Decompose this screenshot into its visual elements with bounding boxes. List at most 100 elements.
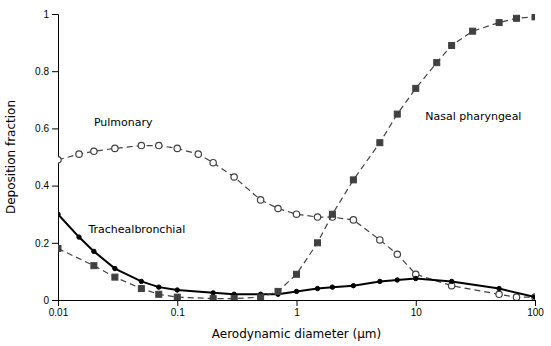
marker bbox=[174, 294, 180, 300]
annotation: Nasal pharyngeal bbox=[425, 110, 521, 123]
tick-label: 0.01 bbox=[49, 307, 69, 318]
marker bbox=[329, 211, 335, 217]
tick: 0.1 bbox=[171, 300, 185, 318]
tick-mark bbox=[52, 243, 58, 244]
marker bbox=[258, 294, 264, 300]
marker bbox=[351, 284, 355, 288]
marker bbox=[139, 279, 143, 283]
marker bbox=[76, 151, 82, 157]
marker bbox=[377, 237, 383, 243]
tick-mark bbox=[52, 300, 58, 301]
marker bbox=[449, 42, 455, 48]
y-axis-title: Deposition fraction bbox=[4, 100, 18, 214]
marker bbox=[210, 160, 216, 166]
annotation: Trachealbronchial bbox=[87, 223, 185, 236]
tick: 0.2 bbox=[35, 238, 58, 249]
marker bbox=[497, 286, 501, 290]
marks bbox=[58, 14, 535, 300]
marker bbox=[58, 212, 60, 216]
annotations: Pulmonary Trachealbronchial Nasal pharynge… bbox=[87, 110, 521, 236]
series-markers bbox=[58, 212, 535, 299]
marker bbox=[92, 249, 96, 253]
marker bbox=[210, 296, 216, 300]
marker bbox=[496, 291, 502, 297]
x-axis: 0.01 0.1 1 10 100 bbox=[49, 300, 545, 318]
tick-label: 0.8 bbox=[35, 66, 49, 77]
tick-mark bbox=[52, 14, 58, 15]
marker bbox=[211, 291, 215, 295]
marker bbox=[315, 286, 319, 290]
marker bbox=[156, 291, 162, 297]
tick-label: 0 bbox=[43, 295, 49, 306]
marker bbox=[112, 145, 118, 151]
chart: 0.01 0.1 1 10 100 0 0.2 0.4 0.6 0.8 1 Pulmonary Trac… bbox=[0, 0, 551, 346]
marker bbox=[138, 142, 144, 148]
marker bbox=[377, 140, 383, 146]
tick: 1 bbox=[294, 300, 300, 318]
x-axis-line bbox=[59, 301, 536, 307]
marker bbox=[314, 214, 320, 220]
marker bbox=[275, 288, 281, 294]
marker bbox=[350, 217, 356, 223]
marker bbox=[257, 197, 263, 203]
tick-label: 0.6 bbox=[35, 123, 49, 134]
annotation: Pulmonary bbox=[94, 116, 153, 129]
marker bbox=[231, 174, 237, 180]
marker bbox=[413, 85, 419, 91]
plot: 0.01 0.1 1 10 100 0 0.2 0.4 0.6 0.8 1 Pulmonary Trac… bbox=[35, 9, 544, 318]
tick: 0.01 bbox=[49, 300, 69, 318]
tick: 1 bbox=[43, 9, 58, 20]
marker bbox=[350, 177, 356, 183]
marker bbox=[156, 142, 162, 148]
tick-label: 1 bbox=[43, 9, 49, 20]
marker bbox=[496, 20, 502, 26]
marker bbox=[294, 271, 300, 277]
marker bbox=[112, 274, 118, 280]
x-axis-title: Aerodynamic diameter (μm) bbox=[212, 327, 381, 341]
tick-label: 10 bbox=[411, 307, 423, 318]
series-line bbox=[58, 146, 535, 298]
tick-label: 0.2 bbox=[35, 238, 49, 249]
marker bbox=[394, 251, 400, 257]
tick-mark bbox=[177, 300, 178, 306]
marker bbox=[174, 145, 180, 151]
tick-label: 1 bbox=[294, 307, 300, 318]
marker bbox=[294, 289, 298, 293]
marker bbox=[533, 295, 535, 299]
marker bbox=[77, 235, 81, 239]
tick-mark bbox=[416, 300, 417, 306]
marker bbox=[91, 263, 97, 269]
marker bbox=[157, 285, 161, 289]
tick-label: 100 bbox=[527, 307, 544, 318]
marker bbox=[395, 278, 399, 282]
tick: 0 bbox=[43, 295, 58, 306]
marker bbox=[58, 246, 61, 252]
tick: 0.4 bbox=[35, 180, 58, 191]
tick-mark bbox=[52, 71, 58, 72]
marker bbox=[293, 211, 299, 217]
marker bbox=[434, 60, 440, 66]
series-line bbox=[58, 17, 535, 299]
tick-mark bbox=[297, 300, 298, 306]
series-markers bbox=[58, 142, 535, 300]
marker bbox=[231, 296, 237, 300]
marker bbox=[514, 15, 520, 21]
marker bbox=[275, 205, 281, 211]
tick: 0.6 bbox=[35, 123, 58, 134]
marker bbox=[330, 285, 334, 289]
tick-mark bbox=[52, 128, 58, 129]
y-axis-line bbox=[52, 15, 59, 301]
tick: 10 bbox=[411, 300, 423, 318]
tick: 100 bbox=[527, 300, 544, 318]
tick-label: 0.4 bbox=[35, 180, 49, 191]
marker bbox=[314, 240, 320, 246]
marker bbox=[513, 294, 519, 300]
marker bbox=[414, 276, 418, 280]
marker bbox=[532, 14, 535, 20]
marker bbox=[195, 151, 201, 157]
tick-mark bbox=[535, 300, 536, 306]
marker bbox=[138, 286, 144, 292]
marker bbox=[113, 266, 117, 270]
tick-label: 0.1 bbox=[171, 307, 185, 318]
marker bbox=[175, 288, 179, 292]
